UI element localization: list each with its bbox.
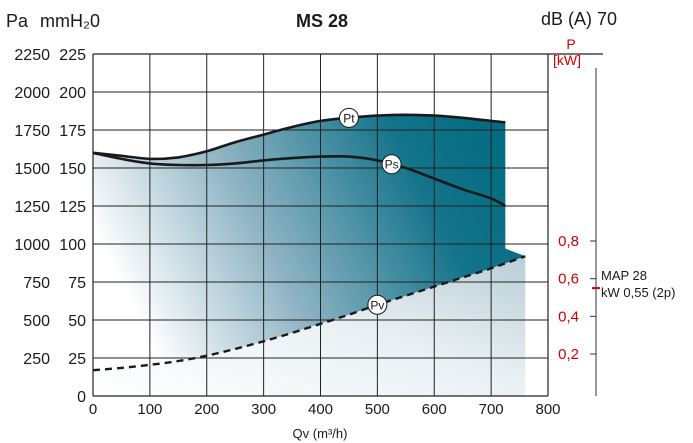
sound-level-label: dB (A) 70 [541, 9, 617, 29]
x-tick-label: 0 [89, 401, 97, 418]
fill-area-below-pv [93, 256, 526, 396]
curve-label-circle [381, 154, 402, 175]
curve-label-circle [338, 107, 359, 128]
curve-label-text: Ps [385, 158, 399, 172]
curve-label-text: Pt [343, 111, 355, 125]
x-axis-label: Qv (m³/h) [293, 426, 348, 441]
y-tick-label-mmh2o: 175 [59, 123, 86, 140]
x-tick-label: 500 [365, 401, 390, 418]
y-tick-label-pa: 750 [23, 275, 50, 292]
power-tick-label: 0,2 [558, 346, 579, 363]
y-tick-label-pa: 1000 [14, 237, 50, 254]
plot-frame [92, 53, 603, 397]
y-tick-label-mmh2o: 200 [59, 85, 86, 102]
x-tick-label: 200 [194, 401, 219, 418]
power-tick-label: 0,6 [558, 271, 579, 288]
curve-pt [92, 113, 506, 161]
x-tick-label: 100 [137, 401, 162, 418]
curve-ps [92, 151, 506, 208]
curve-label-circle [367, 294, 388, 315]
left-axis-units-mmh2o: mmH₂0 [40, 11, 100, 31]
y-tick-label-mmh2o: 75 [68, 275, 86, 292]
power-tick-label: 0,8 [558, 233, 579, 250]
y-tick-label-mmh2o: 100 [59, 237, 86, 254]
motor-label-line2: kW 0,55 (2p) [601, 285, 675, 300]
x-tick-label: 600 [422, 401, 447, 418]
left-axis-units-pa: Pa [6, 11, 29, 31]
x-tick-label: 300 [251, 401, 276, 418]
curves: Pt Ps Pv [92, 107, 526, 372]
power-axis-unit: [kW] [553, 52, 581, 68]
x-tick-label: 800 [535, 401, 560, 418]
y-tick-label-pa: 1250 [14, 199, 50, 216]
y-tick-label-mmh2o: 50 [68, 313, 86, 330]
motor-label-line1: MAP 28 [601, 268, 647, 283]
curve-label-text: Pv [370, 298, 384, 312]
axis-ticks: 0 100 200 300 400 500 600 700 800 0 25 250 50 500 75 75… [14, 47, 596, 418]
x-tick-label: 700 [479, 401, 504, 418]
y-tick-label-mmh2o: 225 [59, 47, 86, 64]
power-tick-label: 0,4 [558, 308, 579, 325]
y-tick-label-pa: 1750 [14, 123, 50, 140]
grid-lines [93, 53, 548, 396]
curve-fill-areas [93, 114, 526, 396]
curve-label-pt: Pt [338, 107, 359, 128]
x-tick-label: 400 [308, 401, 333, 418]
curve-pv [92, 255, 526, 372]
y-tick-label-pa: 2000 [14, 85, 50, 102]
power-axis-label: P [566, 36, 575, 52]
y-tick-label-pa: 1500 [14, 161, 50, 178]
chart-title: MS 28 [296, 11, 348, 31]
fill-area-operating-range [93, 114, 526, 371]
y-tick-label-mmh2o: 150 [59, 161, 86, 178]
curve-label-ps: Ps [381, 154, 402, 175]
y-tick-label-mmh2o: 125 [59, 199, 86, 216]
y-tick-label-mmh2o: 0 [77, 389, 86, 406]
y-tick-label-pa: 2250 [14, 47, 50, 64]
y-tick-label-mmh2o: 25 [68, 351, 86, 368]
y-tick-label-pa: 250 [23, 351, 50, 368]
y-tick-label-pa: 500 [23, 313, 50, 330]
curve-label-pv: Pv [367, 294, 388, 315]
